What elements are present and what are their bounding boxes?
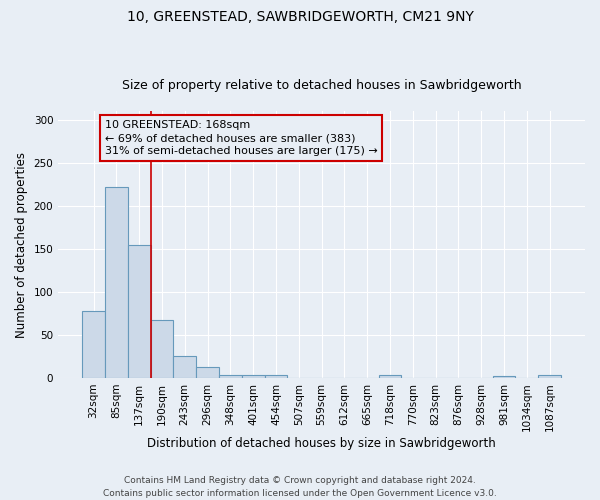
Text: 10 GREENSTEAD: 168sqm
← 69% of detached houses are smaller (383)
31% of semi-det: 10 GREENSTEAD: 168sqm ← 69% of detached …: [105, 120, 377, 156]
Text: 10, GREENSTEAD, SAWBRIDGEWORTH, CM21 9NY: 10, GREENSTEAD, SAWBRIDGEWORTH, CM21 9NY: [127, 10, 473, 24]
Bar: [105, 187, 128, 378]
Bar: [219, 376, 242, 378]
Bar: [196, 367, 219, 378]
Bar: [242, 376, 265, 378]
Bar: [379, 376, 401, 378]
Bar: [151, 320, 173, 378]
Text: Contains HM Land Registry data © Crown copyright and database right 2024.
Contai: Contains HM Land Registry data © Crown c…: [103, 476, 497, 498]
Bar: [493, 376, 515, 378]
Title: Size of property relative to detached houses in Sawbridgeworth: Size of property relative to detached ho…: [122, 79, 521, 92]
X-axis label: Distribution of detached houses by size in Sawbridgeworth: Distribution of detached houses by size …: [147, 437, 496, 450]
Bar: [82, 311, 105, 378]
Bar: [538, 376, 561, 378]
Bar: [128, 244, 151, 378]
Bar: [173, 356, 196, 378]
Y-axis label: Number of detached properties: Number of detached properties: [15, 152, 28, 338]
Bar: [265, 376, 287, 378]
